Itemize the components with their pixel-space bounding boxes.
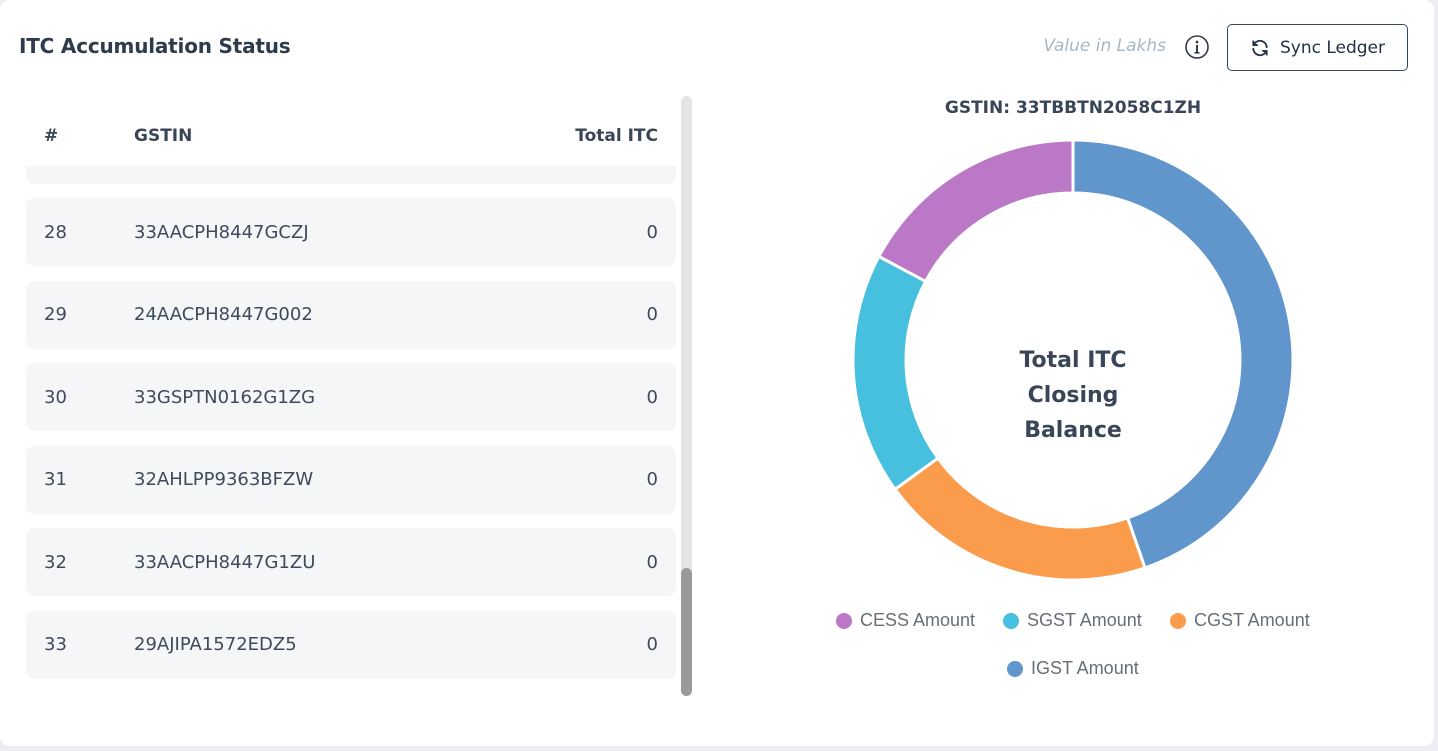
row-total-itc: 0 xyxy=(646,221,658,243)
row-gstin: 32AHLPP9363BFZW xyxy=(134,469,314,490)
row-number: 32 xyxy=(44,551,67,573)
row-gstin: 24AACPH8447G002 xyxy=(134,304,313,325)
row-number: 29 xyxy=(44,304,67,325)
table-scrollbar-track[interactable] xyxy=(681,96,692,696)
card-title: ITC Accumulation Status xyxy=(19,34,291,58)
refresh-icon xyxy=(1252,39,1268,56)
legend-label-igst: IGST Amount xyxy=(1031,658,1139,678)
legend-item-cgst[interactable]: CGST Amount xyxy=(1170,610,1310,631)
row-number: 31 xyxy=(44,469,67,490)
table-row[interactable]: 32 33AACPH8447G1ZU 0 xyxy=(26,528,676,596)
row-number: 30 xyxy=(44,386,67,408)
sync-ledger-button[interactable]: Sync Ledger xyxy=(1227,24,1408,71)
table-row[interactable]: 30 33GSPTN0162G1ZG 0 xyxy=(26,363,676,431)
center-label-line-1: Total ITC xyxy=(1019,348,1127,373)
center-label-line-2: Closing xyxy=(1027,383,1119,408)
row-gstin: 29AJIPA1572EDZ5 xyxy=(134,634,297,655)
donut-slice-sgst[interactable] xyxy=(851,254,940,492)
legend-marker-cgst xyxy=(1170,612,1186,629)
row-gstin: 33AACPH8447G1ZU xyxy=(134,551,316,573)
donut-slice-cess[interactable] xyxy=(876,138,1075,284)
donut-center-label: Total ITC Closing Balance xyxy=(973,343,1173,448)
legend-item-cess[interactable]: CESS Amount xyxy=(836,610,975,631)
table-row[interactable]: 28 33AACPH8447GCZJ 0 xyxy=(26,198,676,266)
legend-label-cess: CESS Amount xyxy=(860,610,976,630)
table-body: 28 33AACPH8447GCZJ 0 29 24AACPH8447G002 … xyxy=(26,198,676,693)
legend-marker-sgst xyxy=(1003,612,1019,629)
donut-slice-cgst[interactable] xyxy=(892,456,1147,582)
legend-label-cgst: CGST Amount xyxy=(1194,610,1310,630)
table-row[interactable]: 33 29AJIPA1572EDZ5 0 xyxy=(26,610,676,679)
info-icon[interactable] xyxy=(1185,35,1209,59)
value-unit-note: Value in Lakhs xyxy=(1043,36,1166,56)
table-row[interactable]: 31 32AHLPP9363BFZW 0 xyxy=(26,445,676,514)
row-gstin: 33GSPTN0162G1ZG xyxy=(134,386,316,408)
chart-title: GSTIN: 33TBBTN2058C1ZH xyxy=(944,98,1202,118)
column-header-gstin: GSTIN xyxy=(134,126,193,146)
legend-label-sgst: SGST Amount xyxy=(1027,610,1142,630)
table-header: # GSTIN Total ITC xyxy=(26,106,676,166)
row-total-itc: 0 xyxy=(646,634,658,655)
legend-marker-cess xyxy=(836,612,852,629)
row-number: 33 xyxy=(44,634,67,655)
row-total-itc: 0 xyxy=(646,551,658,573)
table-row-partial xyxy=(26,166,676,184)
row-gstin: 33AACPH8447GCZJ xyxy=(134,221,309,243)
sync-ledger-label: Sync Ledger xyxy=(1279,37,1386,58)
legend-item-sgst[interactable]: SGST Amount xyxy=(1003,610,1142,631)
row-total-itc: 0 xyxy=(646,386,658,408)
table-row[interactable]: 29 24AACPH8447G002 0 xyxy=(26,280,676,349)
row-number: 28 xyxy=(44,221,67,243)
row-total-itc: 0 xyxy=(646,469,658,490)
center-label-line-3: Balance xyxy=(1024,418,1122,443)
legend-item-igst[interactable]: IGST Amount xyxy=(1007,658,1139,679)
table-scrollbar-thumb[interactable] xyxy=(681,568,692,696)
column-header-total-itc: Total ITC xyxy=(575,126,658,146)
column-header-number: # xyxy=(44,126,59,146)
row-total-itc: 0 xyxy=(646,304,658,325)
donut-slice-igst[interactable] xyxy=(1071,138,1295,570)
legend-marker-igst xyxy=(1007,660,1023,677)
